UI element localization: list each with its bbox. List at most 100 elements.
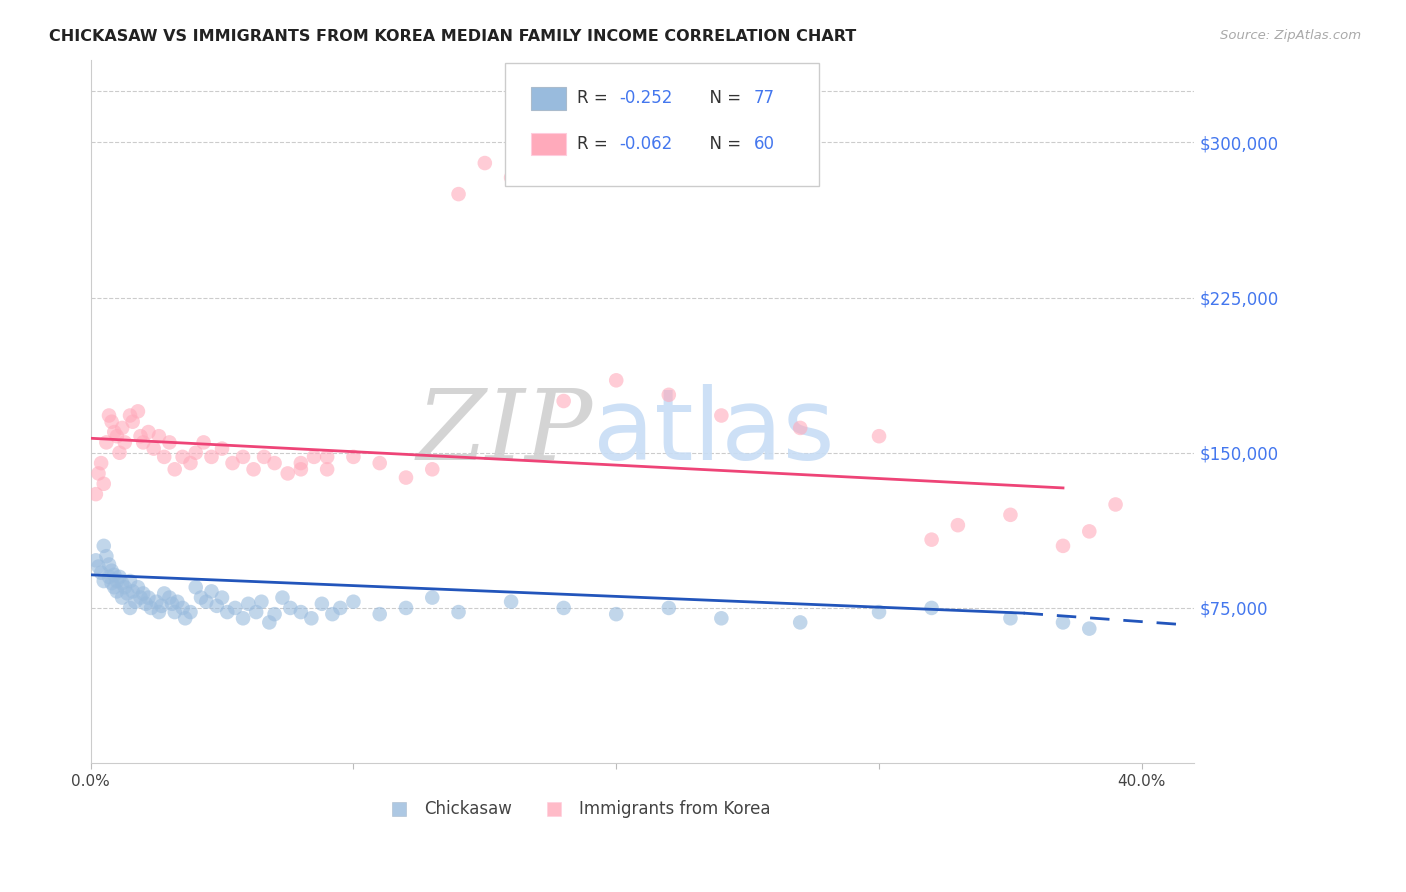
Point (553, 394, 575, 409)
Point (84, 553, 107, 567)
Point (93, 539, 115, 553)
Point (118, 409, 141, 423)
Point (474, 156, 496, 170)
Point (342, 450, 364, 464)
Point (100, 564, 122, 578)
Point (253, 450, 276, 464)
Point (420, 462, 443, 476)
Point (166, 595, 188, 609)
Point (118, 574, 141, 588)
Point (245, 605, 267, 619)
Text: atlas: atlas (593, 384, 835, 481)
Point (108, 570, 131, 584)
Point (118, 601, 141, 615)
Point (90, 456, 112, 470)
Point (114, 580, 136, 594)
Point (172, 450, 194, 464)
Point (195, 595, 218, 609)
Point (553, 601, 575, 615)
Point (501, 595, 523, 609)
Point (190, 591, 212, 605)
Text: N =: N = (699, 135, 747, 153)
Point (100, 576, 122, 591)
Point (368, 456, 391, 470)
Point (658, 601, 681, 615)
Point (87, 467, 110, 481)
Point (105, 584, 128, 599)
Point (163, 462, 186, 476)
Point (1052, 539, 1074, 553)
Point (98, 570, 121, 584)
FancyBboxPatch shape (531, 133, 567, 155)
Point (200, 584, 222, 599)
Point (105, 429, 128, 443)
Point (98, 409, 121, 423)
Point (321, 607, 343, 622)
Point (132, 586, 155, 600)
Point (103, 567, 125, 582)
Text: -0.252: -0.252 (619, 89, 672, 107)
Point (789, 421, 811, 435)
Point (111, 421, 134, 435)
Point (224, 601, 246, 615)
Point (159, 435, 181, 450)
Point (605, 373, 627, 387)
Text: R =: R = (578, 89, 613, 107)
Point (142, 442, 165, 456)
Point (921, 601, 943, 615)
Point (395, 470, 418, 484)
Point (105, 574, 128, 588)
Point (117, 586, 139, 600)
Point (238, 597, 260, 611)
Point (250, 595, 273, 609)
Point (710, 611, 733, 625)
Point (93, 476, 115, 491)
Point (1000, 508, 1022, 522)
Point (211, 442, 233, 456)
Point (114, 435, 136, 450)
Point (148, 605, 170, 619)
Point (179, 456, 201, 470)
Point (153, 450, 176, 464)
Point (132, 435, 155, 450)
Point (153, 586, 176, 600)
Point (316, 450, 339, 464)
Point (447, 187, 470, 202)
Point (159, 591, 181, 605)
Point (921, 533, 943, 547)
Point (138, 425, 160, 439)
Point (96, 435, 118, 450)
Point (710, 409, 733, 423)
Point (232, 611, 254, 625)
Point (205, 599, 228, 613)
Point (1078, 622, 1101, 636)
Point (138, 591, 160, 605)
Text: 60: 60 (754, 135, 775, 153)
Point (263, 607, 285, 622)
Point (447, 605, 470, 619)
Point (100, 415, 122, 429)
Point (121, 415, 143, 429)
Point (150, 599, 173, 613)
Point (1104, 498, 1126, 512)
Text: ZIP: ZIP (416, 384, 593, 480)
Point (111, 591, 134, 605)
Point (90, 566, 112, 580)
Point (121, 584, 143, 599)
Point (1000, 611, 1022, 625)
Point (342, 595, 364, 609)
Point (184, 446, 207, 460)
Point (420, 591, 443, 605)
Point (179, 605, 201, 619)
Point (290, 456, 312, 470)
Point (124, 595, 146, 609)
Point (103, 580, 125, 594)
Point (302, 450, 325, 464)
Point (200, 450, 222, 464)
Point (868, 605, 890, 619)
FancyBboxPatch shape (505, 63, 820, 186)
Point (789, 615, 811, 630)
Text: R =: R = (578, 135, 613, 153)
Point (277, 467, 299, 481)
Point (290, 462, 312, 476)
